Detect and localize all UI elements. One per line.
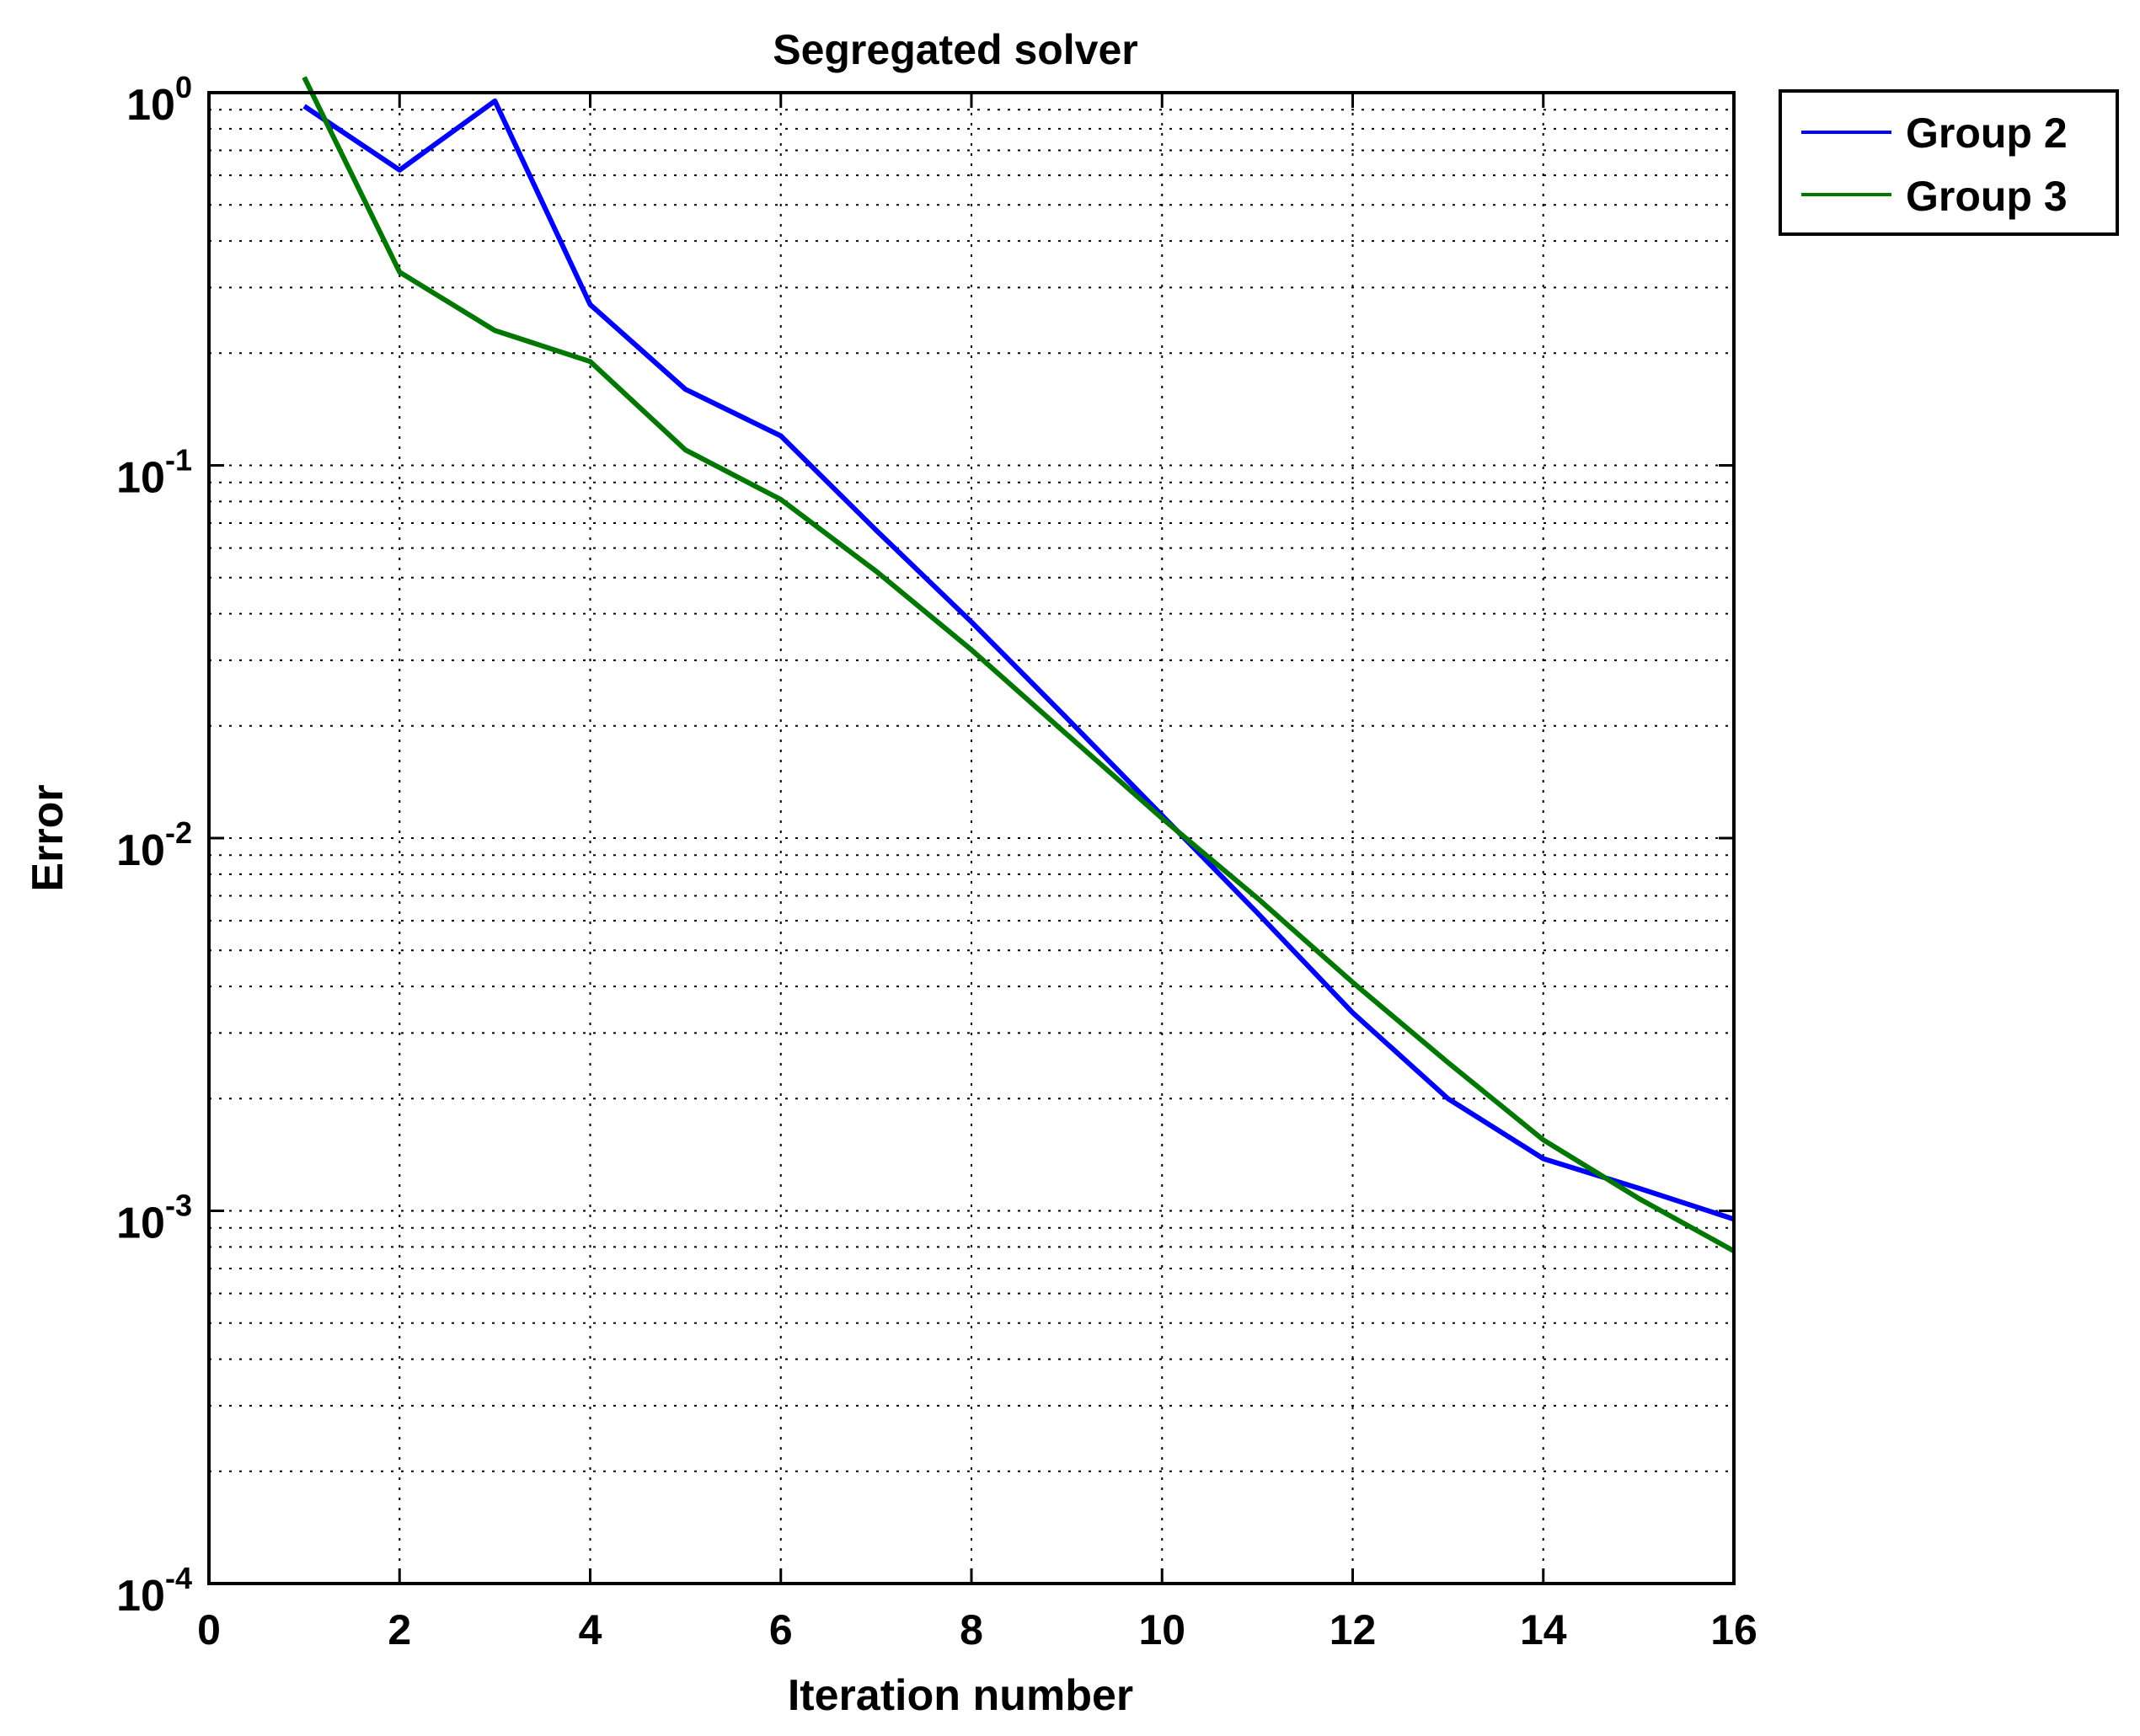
series-line-group-3 bbox=[302, 76, 1736, 1253]
chart-title: Segregated solver bbox=[773, 26, 1138, 73]
x-axis-ticks: 0 2 4 6 8 10 12 14 16 bbox=[197, 93, 1757, 1653]
legend-label-group-2: Group 2 bbox=[1906, 110, 2068, 157]
series-layer bbox=[302, 76, 1736, 1253]
y-tick-label: 10-1 bbox=[116, 443, 192, 503]
x-tick-label: 14 bbox=[1520, 1606, 1567, 1653]
x-tick-label: 10 bbox=[1138, 1606, 1185, 1653]
y-tick-label: 10-4 bbox=[116, 1561, 192, 1621]
x-tick-label: 16 bbox=[1710, 1606, 1757, 1653]
y-tick-label: 10-2 bbox=[116, 815, 192, 875]
legend: Group 2 Group 3 bbox=[1779, 89, 2119, 236]
x-tick-label: 4 bbox=[579, 1606, 602, 1653]
x-tick-label: 6 bbox=[769, 1606, 793, 1653]
grid bbox=[209, 93, 1734, 1584]
y-tick-label: 100 bbox=[126, 70, 192, 130]
x-axis-label: Iteration number bbox=[788, 1671, 1133, 1720]
y-tick-label: 10-3 bbox=[116, 1188, 192, 1248]
y-axis-label: Error bbox=[24, 784, 72, 891]
x-tick-label: 12 bbox=[1329, 1606, 1377, 1653]
series-line-group-2 bbox=[302, 98, 1735, 1222]
y-axis-ticks: 100 10-1 10-2 10-3 10-4 bbox=[116, 70, 1734, 1621]
legend-box bbox=[1779, 89, 2119, 236]
x-tick-label: 8 bbox=[960, 1606, 983, 1653]
x-tick-label: 0 bbox=[197, 1606, 221, 1653]
legend-label-group-3: Group 3 bbox=[1906, 173, 2068, 220]
x-tick-label: 2 bbox=[388, 1606, 411, 1653]
